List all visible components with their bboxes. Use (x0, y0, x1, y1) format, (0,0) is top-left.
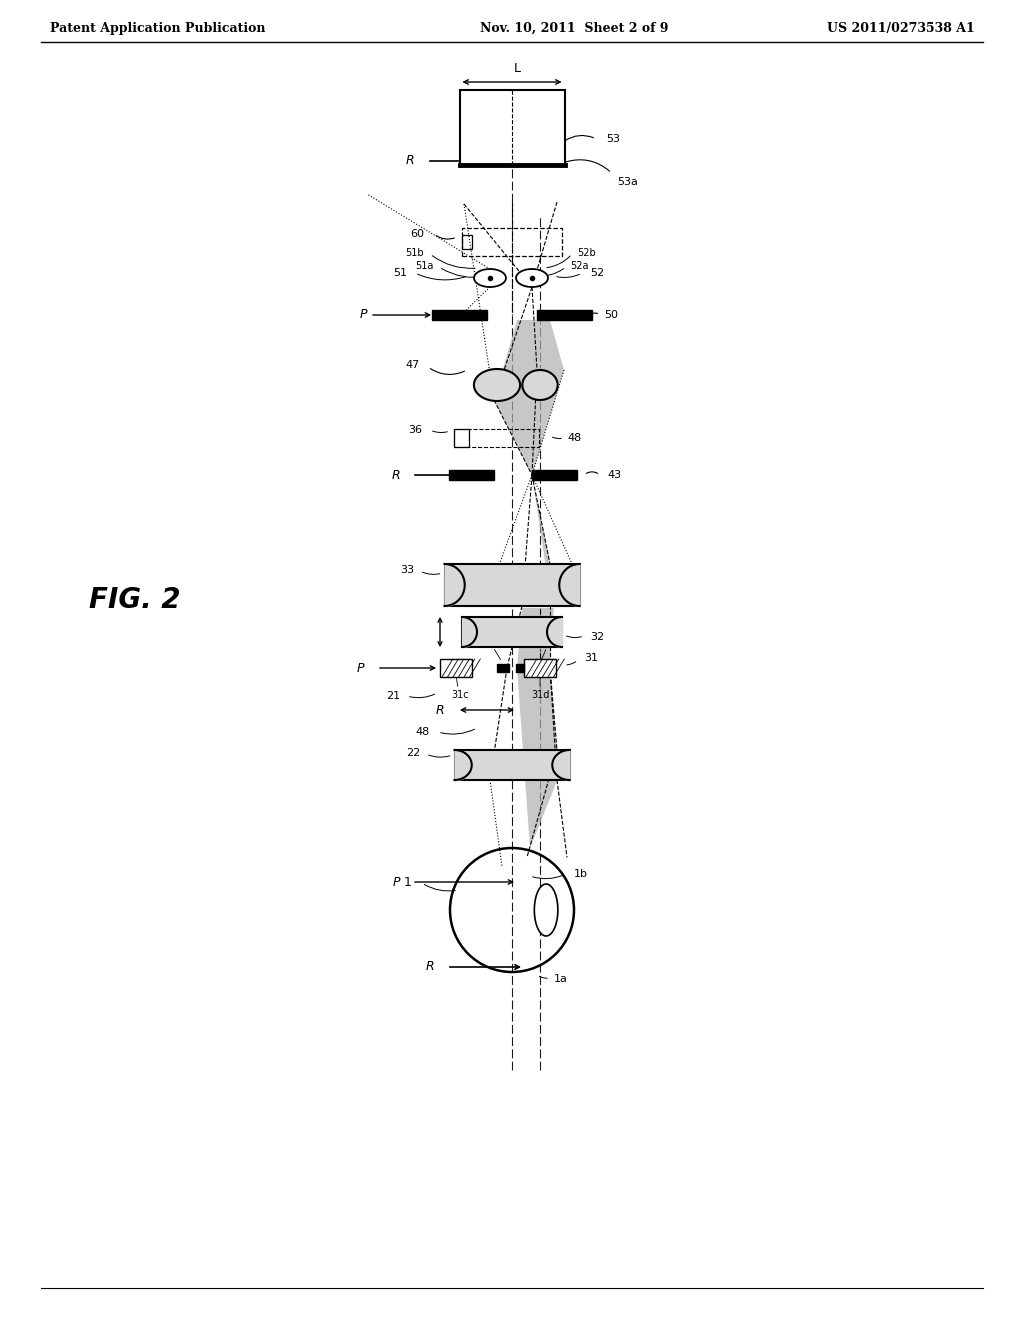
Text: 51a: 51a (416, 261, 434, 271)
Text: 43: 43 (607, 470, 622, 480)
Text: 36: 36 (408, 425, 422, 436)
Text: Patent Application Publication: Patent Application Publication (50, 22, 265, 36)
Polygon shape (532, 475, 552, 609)
Text: P: P (359, 309, 367, 322)
Text: 31c: 31c (452, 690, 469, 700)
Bar (516, 664, 524, 672)
Text: 1b: 1b (574, 869, 588, 879)
Bar (455, 750, 569, 780)
Bar (449, 470, 494, 480)
Text: 52: 52 (590, 268, 604, 279)
Text: FIG. 2: FIG. 2 (89, 586, 181, 614)
Polygon shape (522, 370, 558, 400)
Text: R: R (435, 704, 444, 717)
Bar (462, 235, 472, 249)
Bar (462, 228, 562, 256)
Text: 31b: 31b (538, 636, 556, 645)
Text: R: R (425, 961, 434, 974)
Bar (432, 310, 487, 319)
Text: 48: 48 (567, 433, 582, 444)
Bar (524, 659, 556, 677)
Text: P: P (392, 875, 400, 888)
Bar (462, 616, 562, 647)
Text: 33: 33 (400, 565, 414, 576)
Bar (440, 659, 472, 677)
Text: 31: 31 (584, 653, 598, 663)
Text: P: P (356, 661, 364, 675)
Bar (444, 564, 580, 606)
Polygon shape (474, 370, 520, 401)
Text: 31d: 31d (530, 690, 549, 700)
Text: 1: 1 (404, 875, 412, 888)
Text: 1a: 1a (554, 974, 568, 983)
Text: 52a: 52a (570, 261, 589, 271)
Text: 47: 47 (406, 360, 420, 370)
Polygon shape (517, 609, 554, 668)
Bar (454, 429, 539, 447)
Text: L: L (513, 62, 520, 75)
Text: R: R (391, 469, 400, 482)
Polygon shape (474, 269, 506, 286)
Text: 60: 60 (410, 228, 424, 239)
Text: 51: 51 (393, 268, 407, 279)
Text: 22: 22 (406, 748, 420, 758)
Text: 51c: 51c (468, 107, 477, 125)
Polygon shape (494, 319, 564, 475)
Bar (460, 90, 564, 165)
Text: 51b: 51b (406, 248, 424, 257)
Polygon shape (517, 668, 557, 847)
Text: 48: 48 (416, 727, 430, 737)
Polygon shape (535, 884, 558, 936)
Bar (454, 429, 469, 447)
Text: 31a: 31a (483, 636, 501, 645)
Bar (532, 470, 577, 480)
Text: L/2: L/2 (486, 114, 502, 124)
Text: 32: 32 (590, 632, 604, 642)
Text: Nov. 10, 2011  Sheet 2 of 9: Nov. 10, 2011 Sheet 2 of 9 (480, 22, 669, 36)
Bar (537, 310, 592, 319)
Bar (497, 664, 509, 672)
Text: US 2011/0273538 A1: US 2011/0273538 A1 (827, 22, 975, 36)
Text: 53: 53 (606, 133, 621, 144)
Text: R: R (406, 154, 414, 168)
Text: 21: 21 (386, 690, 400, 701)
Text: 52c: 52c (547, 107, 556, 125)
Text: 53a: 53a (617, 177, 638, 187)
Text: 52b: 52b (577, 248, 596, 257)
Polygon shape (516, 269, 548, 286)
Text: 50: 50 (604, 310, 618, 319)
